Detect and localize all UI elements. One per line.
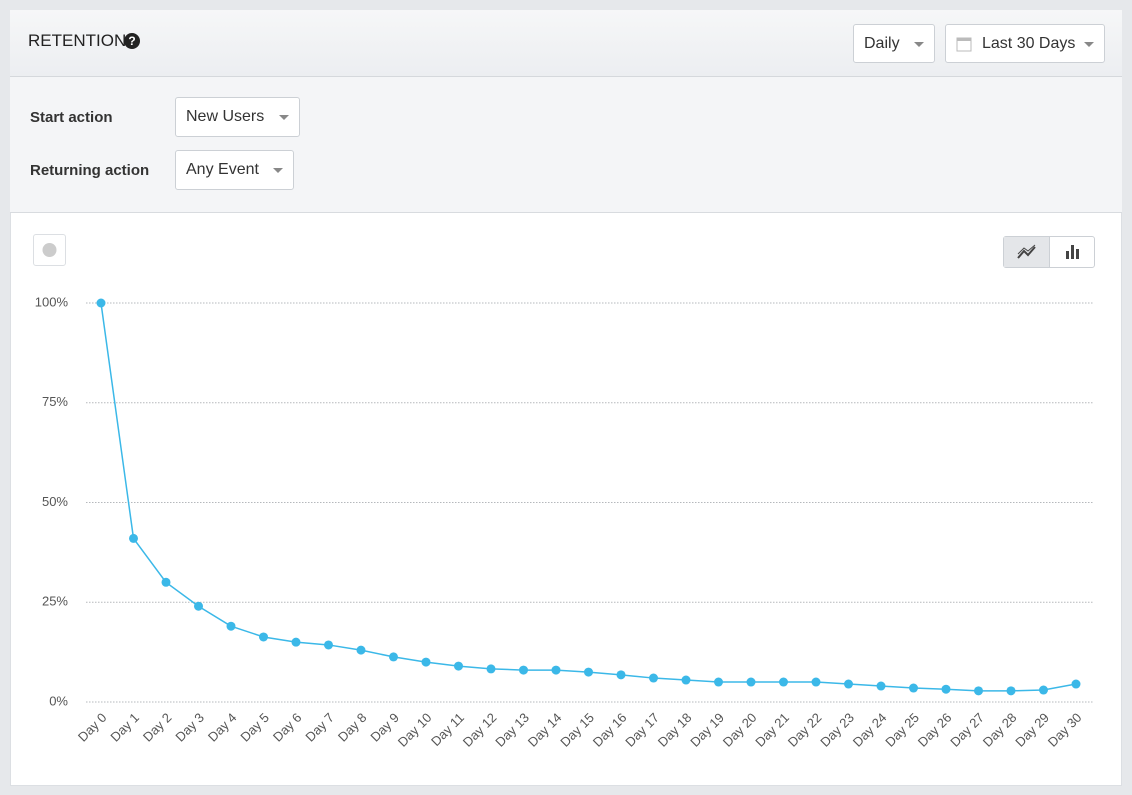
x-tick-label: Day 12 — [460, 710, 500, 750]
point — [551, 665, 561, 675]
point — [909, 683, 918, 693]
point — [811, 677, 821, 687]
point — [324, 640, 333, 650]
x-tick-label: Day 23 — [817, 710, 857, 750]
x-tick-label: Day 8 — [335, 710, 370, 745]
svg-text:?: ? — [128, 34, 135, 48]
point — [779, 677, 788, 687]
x-tick-label: Day 14 — [525, 710, 565, 750]
line-icon — [1017, 244, 1036, 259]
x-tick-label: Day 28 — [980, 710, 1020, 750]
point — [844, 679, 853, 689]
point — [1006, 686, 1016, 696]
line — [100, 302, 1077, 692]
point — [746, 677, 756, 687]
y-tick-label: 0% — [49, 693, 68, 708]
x-tick-label: Day 27 — [947, 710, 987, 750]
interval-dropdown[interactable]: Daily — [853, 24, 935, 63]
x-tick-label: Day 19 — [687, 710, 727, 750]
point — [649, 673, 658, 683]
point — [389, 652, 398, 662]
x-tick-label: Day 6 — [270, 710, 305, 745]
point — [584, 667, 593, 677]
filter-label: Returning action — [30, 162, 150, 179]
gauge-icon — [42, 243, 57, 257]
y-tick-label: 100% — [35, 294, 69, 309]
x-tick-label: Day 26 — [915, 710, 955, 750]
point — [291, 637, 301, 647]
point — [941, 684, 951, 694]
x-tick-label: Day 4 — [205, 710, 240, 745]
filter-value: New Users — [186, 108, 265, 125]
x-tick-label: Day 11 — [428, 710, 467, 749]
bar-button[interactable] — [1050, 237, 1096, 267]
x-tick-label: Day 13 — [492, 710, 532, 750]
point — [1071, 679, 1081, 689]
filter-value: Any Event — [186, 161, 259, 178]
x-tick-label: Day 20 — [720, 710, 760, 750]
point — [96, 298, 106, 308]
interval-text: Daily — [864, 34, 900, 52]
point — [454, 661, 463, 671]
filters — [10, 77, 1122, 213]
range-dropdown[interactable]: Last 30 Days — [945, 24, 1105, 63]
x-tick-label: Day 1 — [107, 710, 142, 745]
point — [616, 670, 626, 680]
header — [10, 10, 1122, 77]
point — [161, 577, 171, 587]
range-text: Last 30 Days — [982, 34, 1076, 52]
x-tick-label: Day 2 — [140, 710, 175, 745]
point — [486, 664, 496, 674]
point — [259, 632, 268, 642]
y-tick-label: 25% — [42, 594, 68, 609]
x-tick-label: Day 24 — [850, 710, 890, 750]
x-tick-label: Day 5 — [237, 710, 272, 745]
x-tick-label: Day 10 — [395, 710, 435, 750]
chart-toggle — [1003, 236, 1095, 268]
title: RETENTION — [28, 31, 127, 50]
x-tick-label: Day 0 — [75, 710, 110, 745]
line-button[interactable] — [1004, 237, 1050, 267]
x-tick-label: Day 30 — [1045, 710, 1085, 750]
point — [974, 686, 983, 696]
point — [129, 533, 138, 543]
point — [876, 681, 886, 691]
point — [714, 677, 723, 687]
bar-icon — [1066, 245, 1079, 259]
x-tick-label: Day 21 — [752, 710, 792, 750]
point — [519, 665, 528, 675]
y-tick-label: 50% — [42, 494, 68, 509]
x-tick-label: Day 18 — [655, 710, 695, 750]
gauge-button[interactable] — [33, 234, 66, 266]
filter-label: Start action — [30, 109, 113, 126]
filter-dropdown[interactable]: Any Event — [175, 150, 294, 190]
y-tick-label: 75% — [42, 394, 68, 409]
x-tick-label: Day 7 — [302, 710, 337, 745]
filter-dropdown[interactable]: New Users — [175, 97, 300, 137]
x-tick-label: Day 15 — [557, 710, 597, 750]
point — [356, 645, 366, 655]
x-tick-label: Day 17 — [622, 710, 662, 750]
x-tick-label: Day 16 — [590, 710, 630, 750]
x-tick-label: Day 25 — [882, 710, 922, 750]
x-tick-label: Day 29 — [1012, 710, 1052, 750]
help-icon[interactable]: ? — [124, 33, 140, 49]
x-tick-label: Day 22 — [785, 710, 825, 750]
point — [681, 675, 691, 685]
calendar-icon — [956, 37, 972, 51]
point — [194, 601, 203, 611]
point — [226, 621, 236, 631]
point — [1039, 685, 1048, 695]
x-tick-label: Day 3 — [172, 710, 207, 745]
point — [421, 657, 431, 667]
